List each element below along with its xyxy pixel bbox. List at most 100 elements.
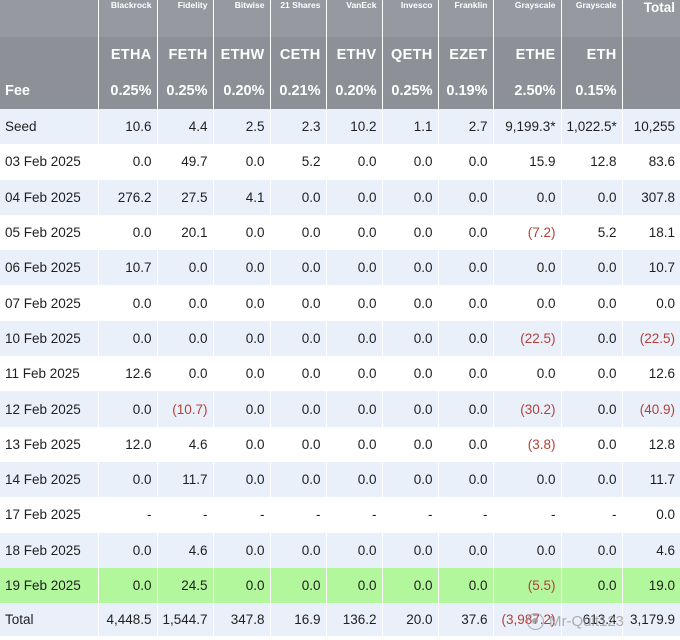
table-cell: 10,255 (622, 109, 680, 145)
row-label: 04 Feb 2025 (0, 179, 99, 215)
table-row: 10 Feb 2025 0.0 0.0 0.0 0.0 0.0 0.0 0.0 (22.5) 0.… (0, 320, 680, 357)
issuer-row: Blackrock Fidelity Bitwise 21 Shares Van… (0, 0, 680, 37)
table-cell: 0.0 (382, 356, 439, 392)
table-cell: - (438, 497, 494, 533)
row-label: 03 Feb 2025 (0, 144, 99, 180)
table-cell: 0.0 (438, 356, 494, 392)
table-cell: 0.0 (213, 214, 271, 251)
table-cell: 0.0 (493, 532, 562, 568)
table-cell: 0.0 (213, 285, 271, 321)
ticker-cell: EZET (438, 37, 494, 73)
table-cell: (22.5) (493, 320, 562, 357)
fee-cell: 0.20% (326, 73, 383, 109)
row-label: 13 Feb 2025 (0, 426, 99, 462)
table-cell: 24.5 (157, 567, 214, 604)
fee-cell: 0.25% (382, 73, 439, 109)
ticker-cell: ETHV (326, 37, 383, 73)
table-body: Fee 0.25% 0.25% 0.20% 0.21% 0.20% 0.25% … (0, 73, 680, 637)
table-cell: 0.0 (157, 320, 214, 357)
row-label: 12 Feb 2025 (0, 391, 99, 427)
row-label: Seed (0, 109, 99, 145)
table-cell: 0.0 (493, 285, 562, 321)
table-cell: 0.0 (561, 356, 623, 392)
table-cell: (30.2) (493, 391, 562, 427)
row-label: 19 Feb 2025 (0, 567, 99, 604)
table-cell: 4.6 (622, 532, 680, 568)
row-label: 07 Feb 2025 (0, 285, 99, 321)
issuer-cell: Fidelity (157, 0, 214, 37)
table-cell: 0.0 (438, 285, 494, 321)
table-cell: 0.0 (561, 426, 623, 462)
row-label: 14 Feb 2025 (0, 461, 99, 498)
table-cell: 0.0 (622, 285, 680, 321)
table-row: 17 Feb 2025- - - - - - - - -0.0 (0, 497, 680, 533)
table-cell: 0.0 (382, 250, 439, 286)
table-cell: 0.0 (561, 320, 623, 357)
table-cell: 136.2 (326, 603, 383, 637)
table-cell: (10.7) (157, 391, 214, 427)
table-cell: 18.1 (622, 214, 680, 251)
table-cell: 0.0 (98, 532, 158, 568)
table-cell: 20.1 (157, 214, 214, 251)
table-row: Seed 10.6 4.4 2.5 2.3 10.2 1.1 2.7 9,199.3* 1,022… (0, 109, 680, 145)
table-cell: 0.0 (326, 320, 383, 357)
table-cell: 0.0 (561, 285, 623, 321)
table-cell: 0.0 (270, 426, 327, 462)
table-cell: 10.7 (622, 250, 680, 286)
table-cell: 0.0 (382, 567, 439, 604)
fee-cell: 2.50% (493, 73, 562, 109)
table-cell: 0.0 (270, 250, 327, 286)
table-cell: 12.6 (622, 356, 680, 392)
table-cell: 0.0 (326, 426, 383, 462)
table-row: 19 Feb 2025 0.0 24.5 0.0 0.0 0.0 0.0 0.0 (5.5) 0.… (0, 567, 680, 604)
table-cell: 0.0 (98, 285, 158, 321)
table-cell: 0.0 (213, 567, 271, 604)
table-cell: 0.0 (98, 567, 158, 604)
table-cell: 12.6 (98, 356, 158, 392)
table-cell: - (493, 497, 562, 533)
table-cell: - (213, 497, 271, 533)
table-cell: 0.0 (561, 391, 623, 427)
table-cell: 5.2 (561, 214, 623, 251)
ticker-cell: QETH (382, 37, 439, 73)
issuer-cell: VanEck (326, 0, 383, 37)
table-cell: 0.0 (270, 391, 327, 427)
table-cell: 0.0 (561, 461, 623, 498)
table-cell: 0.0 (438, 567, 494, 604)
table-cell: 0.0 (213, 144, 271, 180)
table-cell: 0.0 (326, 391, 383, 427)
row-label: 17 Feb 2025 (0, 497, 99, 533)
table-cell: 0.0 (326, 567, 383, 604)
table-cell: 12.8 (622, 426, 680, 462)
table-cell: - (98, 497, 158, 533)
fee-cell (622, 73, 680, 109)
table-cell: 0.0 (382, 144, 439, 180)
table-cell: 0.0 (438, 144, 494, 180)
row-label: 11 Feb 2025 (0, 356, 99, 392)
table-cell: 0.0 (438, 391, 494, 427)
table-cell: 3,179.9 (622, 603, 680, 637)
table-cell: 9,199.3* (493, 109, 562, 145)
table-row: 03 Feb 2025 0.0 49.7 0.0 5.2 0.0 0.0 0.0 15.9 12.… (0, 144, 680, 180)
table-cell: 0.0 (270, 285, 327, 321)
issuer-cell: Franklin (438, 0, 494, 37)
table-row: 14 Feb 2025 0.0 11.7 0.0 0.0 0.0 0.0 0.0 0.0 0.0 1… (0, 461, 680, 498)
table-cell: 0.0 (270, 567, 327, 604)
table-cell: (40.9) (622, 391, 680, 427)
table-cell: 0.0 (270, 532, 327, 568)
table-row: 13 Feb 2025 12.0 4.6 0.0 0.0 0.0 0.0 0.0 (3.8) 0.… (0, 426, 680, 462)
table-cell: - (382, 497, 439, 533)
table-cell: 4,448.5 (98, 603, 158, 637)
table-cell: 276.2 (98, 179, 158, 215)
table-cell: 2.7 (438, 109, 494, 145)
table-cell: 0.0 (493, 461, 562, 498)
ticker-cell (0, 37, 99, 73)
table-cell: 0.0 (382, 320, 439, 357)
ticker-cell: ETHA (98, 37, 158, 73)
table-cell: 0.0 (438, 214, 494, 251)
table-cell: 347.8 (213, 603, 271, 637)
table-cell: (3,987.2) (493, 603, 562, 637)
table-row: 11 Feb 2025 12.6 0.0 0.0 0.0 0.0 0.0 0.0 0.0 0.0 1… (0, 356, 680, 392)
table-cell: 19.0 (622, 567, 680, 604)
table-cell: 49.7 (157, 144, 214, 180)
